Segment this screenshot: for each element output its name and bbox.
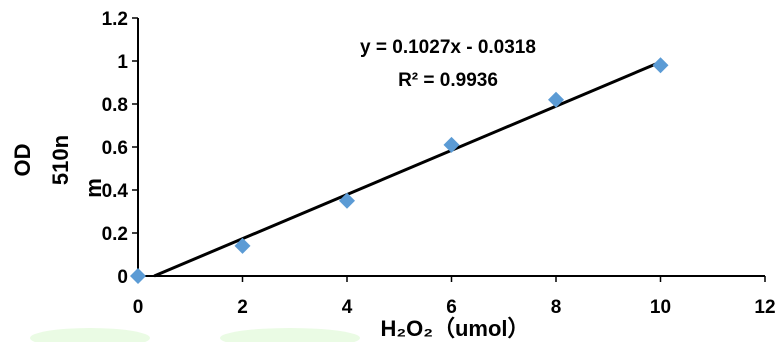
y-tick-label: 1 (117, 52, 128, 73)
tick-marks (132, 17, 766, 282)
y-axis-title-line2: 510n (48, 135, 73, 185)
y-tick-label: 0.2 (102, 224, 128, 245)
y-axis-title-line1: OD (10, 144, 35, 177)
data-point (130, 268, 146, 284)
x-tick-labels: 0 2 4 6 8 10 12 (133, 297, 776, 318)
y-tick-label: 0.6 (102, 138, 128, 159)
data-point (234, 237, 251, 254)
data-point (339, 192, 355, 209)
data-points (130, 57, 669, 284)
y-tick-label: 0 (117, 267, 128, 288)
r-squared-label: R² = 0.9936 (398, 70, 498, 91)
x-tick-label: 2 (237, 297, 248, 318)
x-tick-label: 12 (754, 297, 775, 318)
background-highlight (30, 328, 150, 342)
data-point (548, 91, 564, 108)
y-tick-labels: 0 0.2 0.4 0.6 0.8 1 1.2 (102, 9, 129, 288)
y-tick-label: 1.2 (102, 9, 128, 30)
x-tick-label: 0 (133, 297, 144, 318)
data-point (443, 136, 460, 153)
y-tick-label: 0.8 (102, 95, 128, 116)
x-tick-label: 8 (551, 297, 562, 318)
y-tick-label: 0.4 (102, 181, 129, 202)
x-tick-label: 4 (342, 297, 353, 318)
trendline-group (153, 60, 662, 278)
y-axis-title-line3: m (81, 178, 106, 198)
x-tick-label: 6 (446, 297, 457, 318)
background-highlight (220, 328, 360, 342)
trendline (153, 60, 662, 278)
x-axis-title: H₂O₂（umol） (380, 316, 529, 341)
regression-equation: y = 0.1027x - 0.0318 (360, 37, 536, 58)
data-point (652, 57, 669, 74)
x-tick-label: 10 (650, 297, 671, 318)
